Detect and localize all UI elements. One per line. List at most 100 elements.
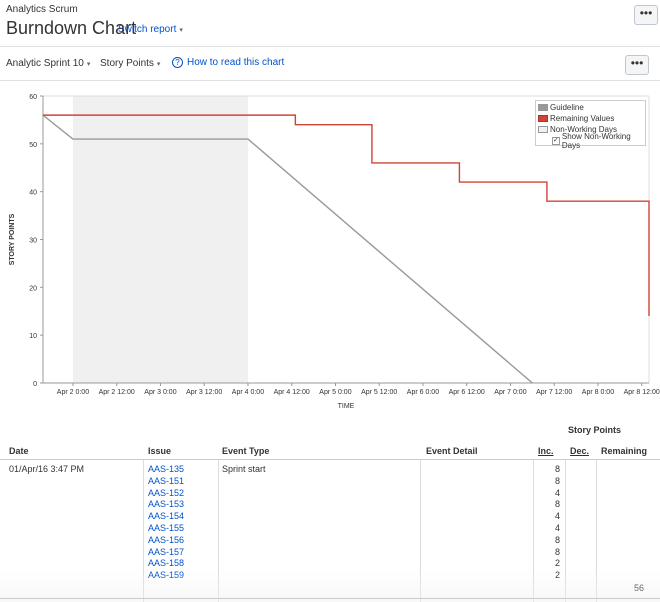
column-divider (533, 460, 534, 602)
help-link[interactable]: ? How to read this chart (172, 57, 284, 68)
y-tick-label: 60 (29, 94, 37, 101)
header-divider (0, 46, 660, 47)
inc-value: 8 (554, 499, 560, 510)
x-tick-label: Apr 3 12:00 (186, 389, 222, 396)
switch-report-label: Switch report (118, 24, 177, 35)
estimation-dropdown-label: Story Points (100, 58, 154, 69)
issue-link[interactable]: AAS-135 (148, 464, 185, 474)
inc-value: 2 (554, 558, 560, 569)
inc-value: 4 (554, 511, 560, 522)
column-divider (565, 460, 566, 602)
column-divider (420, 460, 421, 602)
issue-link[interactable]: AAS-151 (148, 475, 185, 486)
column-header-event-detail[interactable]: Event Detail (426, 446, 478, 456)
x-tick-label: Apr 5 12:00 (361, 389, 397, 396)
table-header-divider (0, 459, 660, 460)
inc-value: 4 (554, 487, 560, 498)
row-date: 01/Apr/16 3:47 PM (9, 464, 85, 474)
issue-link[interactable]: AAS-154 (148, 511, 185, 522)
y-tick-label: 20 (29, 285, 37, 292)
issue-link[interactable]: AAS-152 (148, 487, 185, 498)
column-divider (596, 460, 597, 602)
chart-legend: Guideline Remaining Values Non-Working D… (535, 100, 646, 150)
guideline-series (42, 114, 533, 384)
estimation-dropdown[interactable]: Story Points ▾ (100, 58, 160, 69)
x-tick-label: Apr 6 12:00 (449, 389, 485, 396)
burndown-chart-svg: 0 10 20 30 40 50 60 Apr 2 0:00 Apr 2 12:00 Apr 3 … (9, 94, 660, 410)
row-event-type: Sprint start (222, 464, 266, 474)
inc-value: 8 (554, 475, 560, 486)
legend-item-remaining[interactable]: Remaining Values (538, 113, 643, 124)
y-tick-label: 40 (29, 190, 37, 197)
show-non-working-label: Show Non-Working Days (561, 131, 631, 150)
x-axis-label: TIME (338, 403, 355, 410)
inc-value: 8 (554, 546, 560, 557)
x-tick-label: Apr 8 0:00 (582, 389, 614, 396)
issue-link[interactable]: AAS-156 (148, 534, 185, 545)
remaining-values-series (43, 114, 650, 317)
row-remaining: 56 (633, 583, 644, 593)
legend-label-remaining: Remaining Values (550, 114, 615, 123)
issue-link[interactable]: AAS-159 (148, 570, 185, 581)
chart-more-button[interactable]: ••• (625, 55, 649, 75)
row-issues: AAS-135 AAS-151 AAS-152 AAS-153 AAS-154 … (148, 464, 184, 582)
page-more-button[interactable]: ••• (634, 5, 658, 25)
chevron-down-icon: ▾ (156, 61, 161, 68)
non-working-swatch (538, 126, 548, 133)
y-tick-label: 10 (29, 333, 37, 340)
x-tick-label: Apr 3 0:00 (144, 389, 176, 396)
x-tick-label: Apr 2 12:00 (99, 389, 135, 396)
guideline-swatch (538, 104, 548, 111)
column-header-event-type[interactable]: Event Type (222, 446, 270, 456)
inc-value: 8 (554, 534, 560, 545)
column-header-dec[interactable]: Dec. (570, 446, 590, 456)
legend-item-non-working[interactable]: Non-Working Days (538, 124, 643, 135)
y-tick-label: 0 (33, 381, 37, 388)
issue-link[interactable]: AAS-155 (148, 522, 185, 533)
help-icon: ? (172, 57, 183, 68)
table-bottom-divider (0, 598, 660, 599)
row-increments: 8 8 4 8 4 4 8 8 2 2 (530, 464, 560, 582)
x-tick-label: Apr 5 0:00 (319, 389, 351, 396)
column-header-date[interactable]: Date (9, 446, 29, 456)
chevron-down-icon: ▾ (86, 61, 91, 68)
switch-report-link[interactable]: Switch report ▾ (118, 24, 183, 35)
x-tick-label: Apr 7 12:00 (536, 389, 572, 396)
chevron-down-icon: ▾ (179, 27, 183, 34)
help-link-label: How to read this chart (187, 57, 285, 68)
project-name: Analytics Scrum (6, 4, 78, 15)
inc-value: 2 (554, 570, 560, 581)
inc-value: 4 (554, 522, 560, 533)
column-header-remaining[interactable]: Remaining (601, 446, 648, 456)
column-header-inc[interactable]: Inc. (538, 446, 554, 456)
x-tick-label: Apr 4 12:00 (274, 389, 310, 396)
column-header-issue[interactable]: Issue (148, 446, 172, 456)
y-axis-label: STORY POINTS (9, 213, 16, 265)
sprint-dropdown[interactable]: Analytic Sprint 10 ▾ (6, 58, 90, 69)
column-divider (143, 460, 144, 602)
y-tick-label: 50 (29, 142, 37, 149)
x-tick-label: Apr 7 0:00 (494, 389, 526, 396)
x-tick-label: Apr 6 0:00 (407, 389, 439, 396)
x-tick-label: Apr 4 0:00 (232, 389, 264, 396)
legend-label-guideline: Guideline (550, 103, 584, 112)
non-working-band (72, 96, 248, 383)
story-points-group-header: Story Points (568, 425, 622, 435)
sprint-dropdown-label: Analytic Sprint 10 (6, 58, 84, 69)
x-tick-label: Apr 8 12:00 (624, 389, 660, 396)
issue-link[interactable]: AAS-153 (148, 499, 185, 510)
page-title: Burndown Chart (6, 18, 137, 38)
inc-value: 8 (554, 464, 560, 474)
toolbar-divider (0, 80, 660, 81)
issue-link[interactable]: AAS-158 (148, 558, 185, 569)
legend-label-non-working: Non-Working Days (550, 125, 617, 134)
show-non-working-toggle[interactable]: ✓ Show Non-Working Days (538, 132, 643, 150)
y-tick-label: 30 (29, 238, 37, 245)
x-tick-label: Apr 2 0:00 (57, 389, 89, 396)
issue-link[interactable]: AAS-157 (148, 546, 185, 557)
remaining-swatch (538, 115, 548, 122)
checkbox-checked-icon[interactable]: ✓ (552, 136, 560, 145)
burndown-chart: 0 10 20 30 40 50 60 Apr 2 0:00 Apr 2 12:00 Apr 3 … (0, 86, 660, 416)
column-divider (218, 460, 219, 602)
legend-item-guideline[interactable]: Guideline (538, 102, 643, 113)
